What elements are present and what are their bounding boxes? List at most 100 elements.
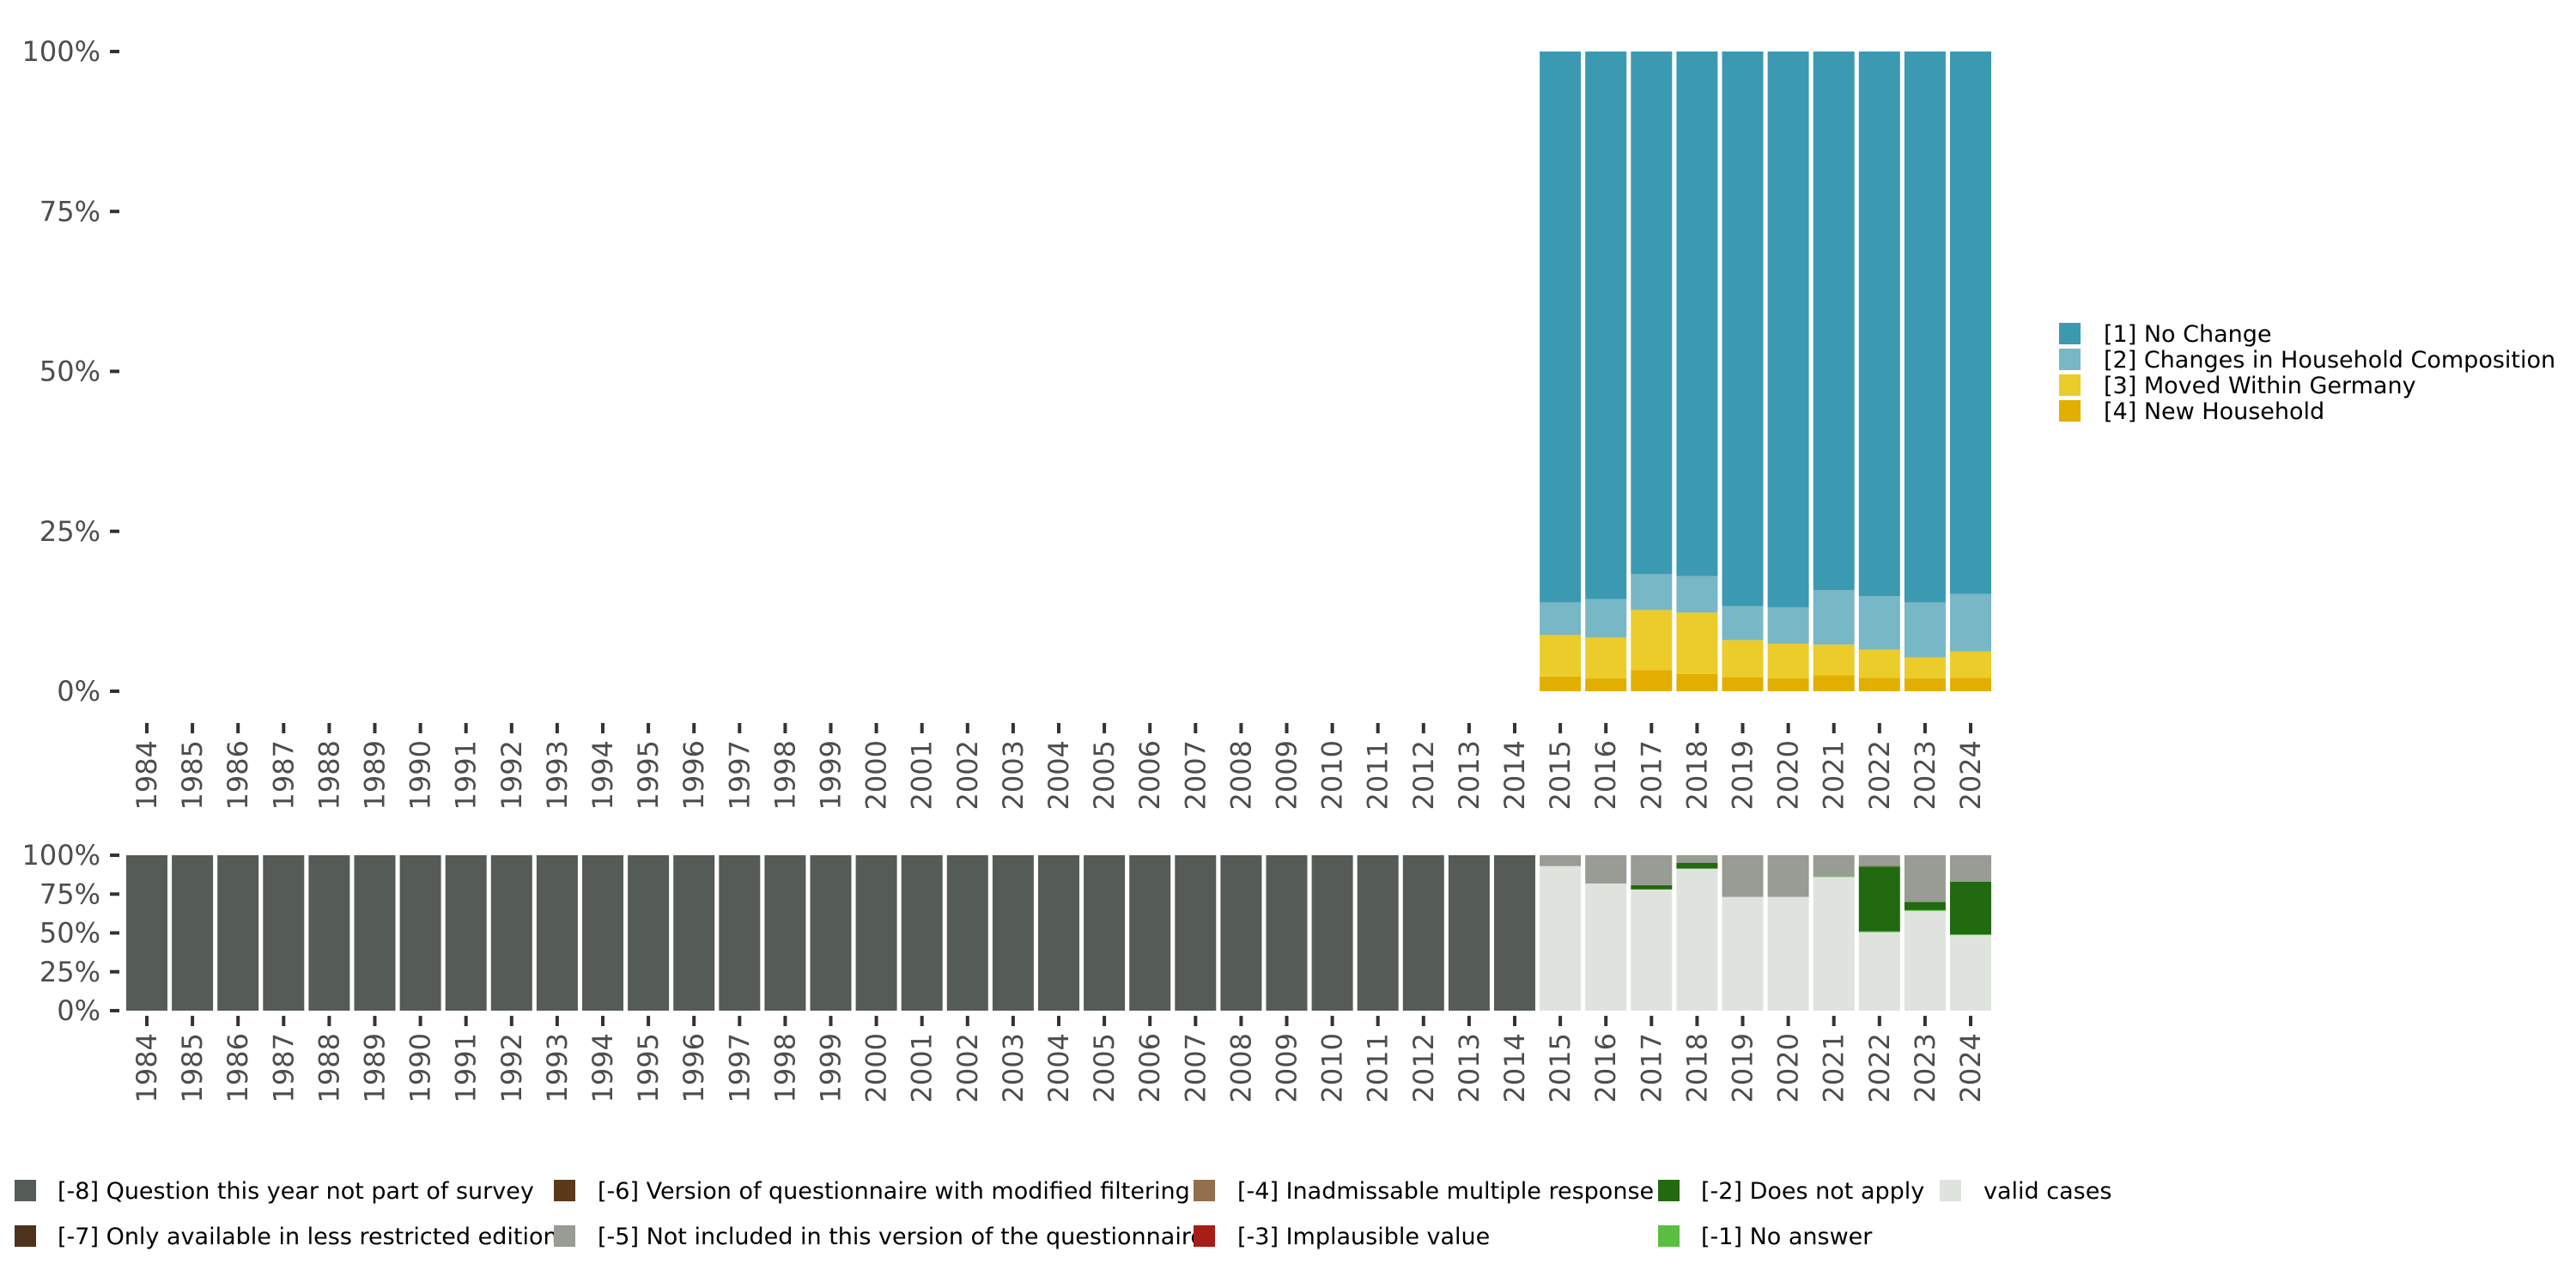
legend-swatch [554, 1225, 575, 1247]
bar-segment-2012-8-question-this-year-not-part-of-survey [1402, 855, 1444, 1011]
bar-segment-2020-valid-cases [1767, 896, 1809, 1011]
x-tick-label: 2001 [906, 740, 939, 810]
x-tick-label: 2023 [1909, 1033, 1941, 1103]
x-tick-label: 1989 [359, 1033, 392, 1103]
x-tick-label: 2004 [1042, 1033, 1075, 1103]
bar-segment-2023-5-not-included-in-this-version-of-the-questionnaire [1904, 855, 1946, 902]
bar-segment-2014-8-question-this-year-not-part-of-survey [1494, 855, 1535, 1011]
bar-segment-2020-1-no-change [1767, 52, 1809, 608]
y-tick-label: 100% [22, 35, 100, 68]
legend-swatch [1658, 1225, 1680, 1247]
bar-segment-2022-5-not-included-in-this-version-of-the-questionnaire [1858, 855, 1900, 866]
legend-label: [1] No Change [2104, 321, 2272, 348]
x-tick-label: 2019 [1727, 1033, 1759, 1103]
x-tick-label: 2001 [906, 1033, 939, 1103]
x-tick-label: 2007 [1179, 740, 1212, 810]
x-tick-label: 1988 [313, 740, 345, 810]
bar-segment-2023-3-moved-within-germany [1904, 657, 1946, 679]
bar-segment-2022-1-no-change [1858, 52, 1900, 596]
bar-segment-2021-1-no-answer [1813, 876, 1855, 878]
y-tick-label: 0% [57, 994, 100, 1027]
legend-swatch [2059, 323, 2081, 344]
bar-segment-2021-2-changes-in-household-composition [1813, 590, 1855, 645]
x-tick-label: 2007 [1179, 1033, 1212, 1103]
bar-segment-2019-5-not-included-in-this-version-of-the-questionnaire [1722, 855, 1764, 897]
bar-segment-2021-3-moved-within-germany [1813, 644, 1855, 676]
bar-segment-2023-2-does-not-apply [1904, 902, 1946, 910]
x-tick-label: 2012 [1407, 740, 1440, 810]
x-tick-label: 2002 [951, 740, 984, 810]
x-tick-label: 1999 [815, 1033, 848, 1103]
bar-segment-2000-8-question-this-year-not-part-of-survey [855, 855, 897, 1011]
x-tick-label: 2022 [1863, 740, 1896, 810]
y-tick-label: 100% [22, 839, 100, 872]
x-tick-label: 2013 [1453, 1033, 1485, 1103]
bar-segment-2023-4-new-household [1904, 678, 1946, 691]
x-tick-label: 2010 [1316, 1033, 1349, 1103]
bar-segment-2017-1-no-change [1631, 52, 1673, 574]
x-tick-label: 2011 [1362, 740, 1394, 810]
bar-segment-2018-4-new-household [1676, 673, 1718, 691]
x-tick-label: 2003 [997, 1033, 1030, 1103]
y-tick-label: 75% [39, 878, 100, 910]
x-tick-label: 1987 [267, 1033, 300, 1103]
legend-swatch [1940, 1180, 1961, 1201]
bar-segment-2007-8-question-this-year-not-part-of-survey [1175, 855, 1217, 1011]
x-tick-label: 1988 [313, 1033, 345, 1103]
legend-swatch [1194, 1225, 1215, 1247]
legend-label: [-5] Not included in this version of the… [598, 1224, 1205, 1250]
bar-segment-1992-8-question-this-year-not-part-of-survey [490, 855, 532, 1011]
bar-segment-2024-1-no-change [1950, 52, 1991, 594]
y-tick-label: 25% [39, 956, 100, 988]
bar-segment-1990-8-question-this-year-not-part-of-survey [399, 855, 441, 1011]
bar-segment-2009-8-question-this-year-not-part-of-survey [1266, 855, 1308, 1011]
distribution-legend: [1] No Change[2] Changes in Household Co… [2059, 321, 2555, 425]
bar-segment-2017-4-new-household [1631, 670, 1673, 691]
legend-label: [-1] No answer [1701, 1224, 1873, 1250]
x-tick-label: 2024 [1954, 740, 1987, 810]
x-tick-label: 1986 [222, 1033, 254, 1103]
x-tick-label: 2016 [1589, 1033, 1622, 1103]
bar-segment-2005-8-question-this-year-not-part-of-survey [1084, 855, 1126, 1011]
bar-segment-2019-valid-cases [1722, 896, 1764, 1011]
x-tick-label: 2022 [1863, 1033, 1896, 1103]
y-tick-label: 50% [39, 355, 100, 388]
x-tick-label: 1993 [541, 740, 574, 810]
x-tick-label: 2019 [1727, 740, 1759, 810]
bar-segment-2020-5-not-included-in-this-version-of-the-questionnaire [1767, 855, 1809, 897]
x-tick-label: 2017 [1635, 740, 1668, 810]
bar-segment-1994-8-question-this-year-not-part-of-survey [582, 855, 623, 1011]
bar-segment-2024-3-moved-within-germany [1950, 651, 1991, 678]
legend-label: [2] Changes in Household Composition [2104, 347, 2555, 374]
bar-segment-2018-2-does-not-apply [1676, 862, 1718, 869]
x-tick-label: 2023 [1909, 740, 1941, 810]
bar-segment-2015-4-new-household [1540, 676, 1582, 691]
bar-segment-2015-5-not-included-in-this-version-of-the-questionnaire [1540, 855, 1582, 866]
bar-segment-1984-8-question-this-year-not-part-of-survey [126, 855, 167, 1011]
x-tick-label: 1996 [677, 1033, 710, 1103]
x-tick-label: 2002 [951, 1033, 984, 1103]
bar-segment-2015-3-moved-within-germany [1540, 635, 1582, 677]
x-tick-label: 2012 [1407, 1033, 1440, 1103]
bar-segment-2024-valid-cases [1950, 935, 1991, 1011]
missings-chart: 0% 25% 50% 75% 100% 1984 1985 1986 1987 1988 1989… [22, 839, 1991, 1103]
legend-label: [-6] Version of questionnaire with modif… [598, 1178, 1190, 1205]
bar-segment-2022-3-moved-within-germany [1858, 649, 1900, 678]
x-tick-label: 1994 [586, 740, 619, 810]
bar-segment-2023-1-no-answer [1904, 909, 1946, 911]
bar-segment-2018-5-not-included-in-this-version-of-the-questionnaire [1676, 855, 1718, 863]
bar-segment-2022-4-new-household [1858, 677, 1900, 691]
x-tick-label: 2017 [1635, 1033, 1668, 1103]
x-tick-label: 1984 [131, 740, 163, 810]
bar-segment-2008-8-question-this-year-not-part-of-survey [1220, 855, 1262, 1011]
bar-segment-2024-5-not-included-in-this-version-of-the-questionnaire [1950, 855, 1991, 882]
legend-label: valid cases [1984, 1178, 2111, 1205]
bar-segment-2021-5-not-included-in-this-version-of-the-questionnaire [1813, 855, 1855, 877]
x-tick-label: 2014 [1498, 1033, 1531, 1103]
legend-swatch [2059, 374, 2081, 396]
bar-segment-2001-8-question-this-year-not-part-of-survey [901, 855, 943, 1011]
distribution-bars [1540, 52, 1991, 691]
bar-segment-2004-8-question-this-year-not-part-of-survey [1038, 855, 1079, 1011]
x-tick-label: 1990 [404, 740, 437, 810]
x-tick-label: 2000 [860, 740, 893, 810]
